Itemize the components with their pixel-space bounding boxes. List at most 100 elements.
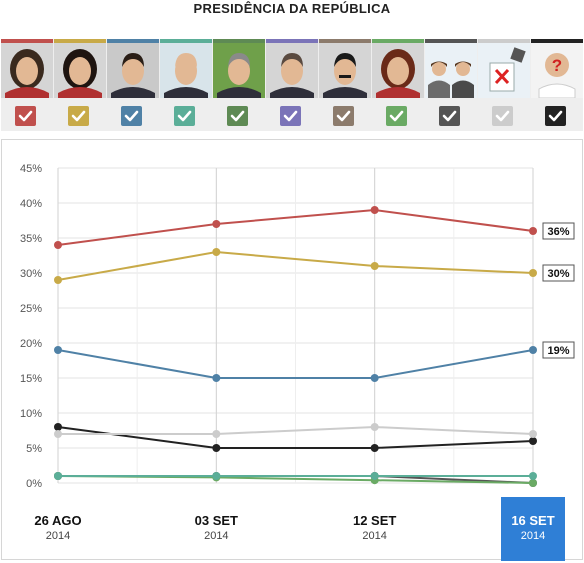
others-group-icon[interactable]	[425, 43, 477, 98]
candidate-6[interactable]	[266, 39, 318, 131]
checkmark-icon	[548, 110, 563, 122]
end-value-badge	[542, 264, 575, 282]
data-point[interactable]	[370, 262, 379, 270]
y-tick-label: 15%	[20, 373, 42, 385]
candidate-photo-man-mustache[interactable]	[319, 43, 371, 98]
candidate-color-bar	[266, 39, 318, 43]
candidate-color-bar	[54, 39, 106, 43]
candidate-checkbox[interactable]	[439, 106, 460, 126]
candidate-photo-man-bald[interactable]	[160, 43, 212, 98]
candidate-7[interactable]	[319, 39, 371, 131]
data-point[interactable]	[54, 241, 62, 249]
data-point[interactable]	[370, 472, 379, 480]
data-point[interactable]	[529, 437, 537, 445]
y-tick-label: 30%	[20, 268, 42, 280]
candidate-2[interactable]	[54, 39, 106, 131]
data-point[interactable]	[529, 227, 537, 235]
end-value-label: 19%	[547, 345, 569, 357]
candidate-checkbox[interactable]	[68, 106, 89, 126]
data-point[interactable]	[212, 220, 221, 228]
series-1: 36%	[54, 206, 575, 249]
null-vote-ballot-icon[interactable]	[478, 43, 530, 98]
data-point[interactable]	[529, 479, 537, 487]
x-axis-date-4[interactable]: 16 SET 2014	[501, 497, 565, 561]
candidate-color-bar	[107, 39, 159, 43]
y-tick-label: 45%	[20, 163, 42, 175]
undecided-question-icon[interactable]: ?	[531, 43, 583, 98]
y-tick-label: 0%	[26, 478, 42, 490]
data-point[interactable]	[212, 472, 221, 480]
checkmark-icon	[230, 110, 245, 122]
data-point[interactable]	[212, 430, 221, 438]
candidate-checkbox[interactable]	[174, 106, 195, 126]
series-line	[57, 208, 534, 246]
x-tick-year: 2014	[362, 530, 387, 542]
data-point[interactable]	[370, 374, 379, 382]
candidate-photo-man-suit[interactable]	[107, 43, 159, 98]
candidate-photo-woman-dark-hair[interactable]	[54, 43, 106, 98]
data-point[interactable]	[212, 248, 221, 256]
candidate-checkbox[interactable]	[121, 106, 142, 126]
data-point[interactable]	[529, 472, 537, 480]
candidate-1[interactable]	[1, 39, 53, 131]
candidate-color-bar	[319, 39, 371, 43]
candidate-checkbox[interactable]	[227, 106, 248, 126]
data-point[interactable]	[54, 276, 62, 284]
data-point[interactable]	[529, 269, 537, 277]
candidate-10[interactable]	[478, 39, 530, 131]
series-5	[54, 423, 537, 452]
candidate-checkbox[interactable]	[386, 106, 407, 126]
poll-line-chart: 0% 5% 10% 15% 20% 25% 30% 35% 40% 45% 19% 30% 36%	[20, 163, 575, 490]
candidate-color-bar	[425, 39, 477, 43]
series-line	[58, 425, 534, 435]
svg-text:?: ?	[552, 56, 562, 75]
x-axis-date-2[interactable]: 03 SET 2014	[184, 513, 248, 543]
x-tick-label: 12 SET	[352, 513, 397, 528]
candidate-color-bar	[372, 39, 424, 43]
candidate-checkbox[interactable]	[545, 106, 566, 126]
checkmark-icon	[495, 110, 510, 122]
candidate-9[interactable]	[425, 39, 477, 131]
checkmark-icon	[336, 110, 351, 122]
data-point[interactable]	[370, 423, 379, 431]
data-point[interactable]	[370, 444, 379, 452]
candidate-3[interactable]	[107, 39, 159, 131]
candidate-checkbox[interactable]	[492, 106, 513, 126]
x-tick-year: 2014	[45, 530, 71, 542]
series-4	[54, 423, 537, 438]
candidate-4[interactable]	[160, 39, 212, 131]
data-point[interactable]	[212, 444, 221, 452]
data-point[interactable]	[212, 374, 221, 382]
candidate-photo-man-older[interactable]	[266, 43, 318, 98]
x-axis-date-3[interactable]: 12 SET 2014	[343, 513, 407, 543]
x-axis-date-1[interactable]: 26 AGO 2014	[26, 513, 90, 543]
candidate-checkbox[interactable]	[333, 106, 354, 126]
candidate-photo-woman-curly-hair[interactable]	[372, 43, 424, 98]
y-tick-label: 5%	[26, 443, 42, 455]
candidate-color-bar	[160, 39, 212, 43]
candidate-color-bar	[213, 39, 265, 43]
candidate-photo-man-grey-hair[interactable]	[213, 43, 265, 98]
data-point[interactable]	[54, 472, 62, 480]
checkmark-icon	[442, 110, 457, 122]
candidate-checkbox[interactable]	[280, 106, 301, 126]
poll-chart-panel: 0% 5% 10% 15% 20% 25% 30% 35% 40% 45% 19% 30% 36% 26…	[1, 139, 583, 561]
candidate-photo-woman-short-hair[interactable]	[1, 43, 53, 98]
data-point[interactable]	[54, 423, 62, 431]
x-tick-label: 03 SET	[194, 513, 238, 528]
data-point[interactable]	[529, 346, 537, 354]
data-point[interactable]	[370, 206, 379, 214]
candidate-8[interactable]	[372, 39, 424, 131]
candidate-color-bar	[531, 39, 583, 43]
x-tick-year: 2014	[520, 530, 546, 542]
data-point[interactable]	[54, 430, 62, 438]
data-point[interactable]	[54, 346, 62, 354]
checkmark-icon	[71, 110, 86, 122]
candidate-checkbox[interactable]	[15, 106, 36, 126]
page-title: PRESIDÊNCIA DA REPÚBLICA	[193, 1, 391, 16]
candidate-11[interactable]: ?	[531, 39, 583, 131]
candidate-filter-bar: ?	[1, 39, 583, 131]
candidate-5[interactable]	[213, 39, 265, 131]
x-tick-year: 2014	[204, 530, 229, 542]
data-point[interactable]	[529, 430, 537, 438]
